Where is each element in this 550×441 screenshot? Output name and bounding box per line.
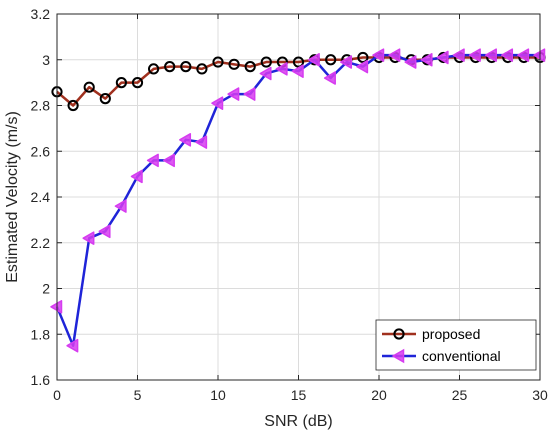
data-point-proposed <box>244 61 256 73</box>
data-point-conventional <box>452 48 465 62</box>
data-point-proposed <box>180 61 192 73</box>
data-point-conventional <box>98 224 111 239</box>
y-tick-label: 2.2 <box>31 235 51 251</box>
data-point-conventional <box>468 48 481 62</box>
data-point-proposed <box>260 56 272 68</box>
y-tick-label: 2.6 <box>31 143 51 159</box>
x-tick-label: 15 <box>291 387 307 403</box>
y-tick-label: 2.4 <box>31 189 51 205</box>
data-point-conventional <box>66 338 79 353</box>
y-axis-label: Estimated Velocity (m/s) <box>4 111 21 283</box>
data-point-proposed <box>292 56 305 68</box>
x-axis-label: SNR (dB) <box>264 413 332 430</box>
data-point-conventional <box>484 48 497 62</box>
data-point-conventional <box>82 231 95 245</box>
data-point-conventional <box>501 48 514 62</box>
data-point-conventional <box>388 48 401 62</box>
x-tick-label: 5 <box>134 387 142 403</box>
data-series <box>50 48 546 353</box>
legend-label-conventional: conventional <box>422 348 501 364</box>
data-point-conventional <box>195 135 208 149</box>
axis-ticks: 0 5 10 15 20 25 30 1.6 1.8 2 2.2 2.4 2.6 2.8 3 3.2 <box>31 6 548 403</box>
data-point-conventional <box>323 71 336 85</box>
data-point-conventional <box>307 53 320 67</box>
data-point-conventional <box>275 62 288 76</box>
data-point-proposed <box>148 63 160 75</box>
legend-label-proposed: proposed <box>422 326 480 342</box>
data-point-conventional <box>146 153 159 168</box>
data-point-conventional <box>533 48 546 62</box>
data-point-conventional <box>259 66 272 81</box>
data-point-conventional <box>243 87 256 101</box>
series-conventional <box>50 48 546 353</box>
data-point-proposed <box>131 77 144 89</box>
y-tick-label: 3 <box>42 52 50 68</box>
data-point-conventional <box>356 59 369 74</box>
legend-marker-proposed <box>393 328 405 340</box>
data-point-proposed <box>164 61 176 73</box>
y-tick-label: 1.6 <box>31 372 51 388</box>
data-point-conventional <box>114 199 127 213</box>
data-point-proposed <box>115 77 128 89</box>
data-point-proposed <box>99 93 111 105</box>
data-point-conventional <box>291 64 304 78</box>
data-point-proposed <box>212 56 224 68</box>
y-tick-label: 1.8 <box>31 326 51 342</box>
x-tick-label: 10 <box>210 387 226 403</box>
data-point-conventional <box>179 133 192 147</box>
y-tick-label: 3.2 <box>31 6 51 22</box>
x-tick-label: 30 <box>532 387 548 403</box>
data-point-conventional <box>211 96 224 110</box>
data-point-proposed <box>196 63 208 75</box>
data-point-proposed <box>325 54 337 66</box>
y-tick-label: 2.8 <box>31 98 51 114</box>
x-tick-label: 25 <box>452 387 468 403</box>
legend-marker-conventional <box>391 348 405 364</box>
data-point-proposed <box>67 99 79 112</box>
data-point-proposed <box>228 58 240 70</box>
data-point-conventional <box>162 153 175 168</box>
data-point-conventional <box>50 300 63 314</box>
data-point-proposed <box>357 51 369 64</box>
data-point-conventional <box>372 48 385 62</box>
y-tick-label: 2 <box>42 281 50 297</box>
legend: proposed conventional <box>375 319 537 371</box>
x-tick-label: 0 <box>53 387 61 403</box>
x-tick-label: 20 <box>371 387 387 403</box>
data-point-conventional <box>227 87 240 101</box>
data-point-conventional <box>420 53 433 67</box>
data-point-conventional <box>130 169 143 184</box>
data-point-proposed <box>83 81 95 93</box>
data-point-conventional <box>517 48 530 62</box>
data-point-conventional <box>340 55 353 69</box>
data-point-conventional <box>436 50 449 65</box>
data-point-conventional <box>404 55 417 69</box>
grid-lines <box>57 14 540 380</box>
